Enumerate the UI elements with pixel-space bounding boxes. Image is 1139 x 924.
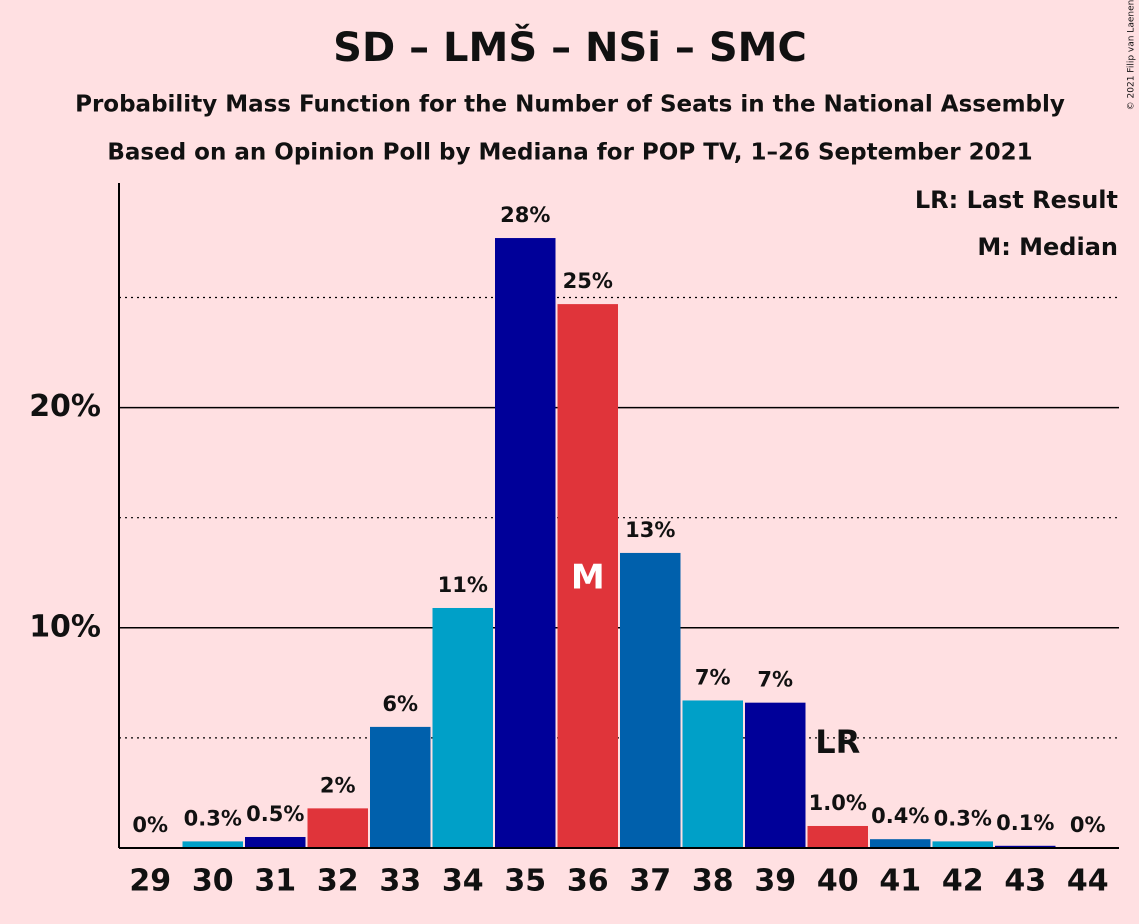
x-tick-label: 32	[317, 864, 359, 899]
value-label: 0%	[132, 813, 168, 837]
x-tick-label: 39	[754, 864, 796, 899]
value-label: 7%	[757, 668, 793, 692]
bar	[870, 839, 931, 848]
x-tick-label: 31	[254, 864, 296, 899]
chart-subtitle: Probability Mass Function for the Number…	[75, 92, 1065, 118]
value-label: 1.0%	[809, 791, 867, 815]
value-label: 11%	[438, 573, 488, 597]
x-tick-label: 43	[1004, 864, 1046, 899]
value-label: 0.3%	[934, 806, 992, 830]
last-result-marker: LR	[815, 723, 860, 761]
bar	[182, 841, 243, 848]
bar	[620, 552, 681, 848]
y-tick-label: 10%	[29, 609, 101, 644]
bar	[370, 726, 431, 848]
value-label: 0%	[1070, 813, 1106, 837]
x-tick-label: 41	[879, 864, 921, 899]
x-tick-label: 37	[629, 864, 671, 899]
median-marker: M	[571, 558, 605, 598]
bar	[557, 304, 618, 849]
bar	[745, 702, 806, 848]
x-tick-label: 38	[692, 864, 734, 899]
value-label: 0.3%	[184, 806, 242, 830]
bar	[245, 836, 306, 848]
value-label: 7%	[695, 665, 731, 689]
x-tick-label: 34	[442, 864, 484, 899]
bar	[807, 825, 868, 848]
x-tick-label: 35	[504, 864, 546, 899]
x-tick-label: 36	[567, 864, 609, 899]
value-label: 0.4%	[871, 804, 929, 828]
y-tick-label: 20%	[29, 389, 101, 424]
x-tick-label: 42	[942, 864, 984, 899]
legend-entry: LR: Last Result	[915, 186, 1118, 214]
value-label: 13%	[625, 518, 675, 542]
x-tick-label: 44	[1067, 864, 1109, 899]
value-label: 25%	[563, 269, 613, 293]
copyright: © 2021 Filip van Laenen	[1127, 0, 1137, 110]
x-tick-label: 30	[192, 864, 234, 899]
value-label: 0.1%	[996, 811, 1054, 835]
legend-entry: M: Median	[977, 233, 1118, 261]
value-label: 6%	[382, 692, 418, 716]
value-label: 28%	[500, 203, 550, 227]
value-label: 2%	[320, 773, 356, 797]
value-label: 0.5%	[246, 802, 304, 826]
bar	[432, 607, 493, 848]
x-tick-label: 29	[129, 864, 171, 899]
x-tick-label: 40	[817, 864, 859, 899]
bar	[495, 238, 556, 848]
bar	[995, 845, 1056, 848]
x-tick-label: 33	[379, 864, 421, 899]
chart-subtitle: Based on an Opinion Poll by Mediana for …	[107, 140, 1032, 166]
chart-title: SD – LMŠ – NSi – SMC	[333, 23, 807, 71]
bar	[682, 700, 743, 848]
bar	[307, 808, 368, 848]
bar	[932, 841, 993, 848]
